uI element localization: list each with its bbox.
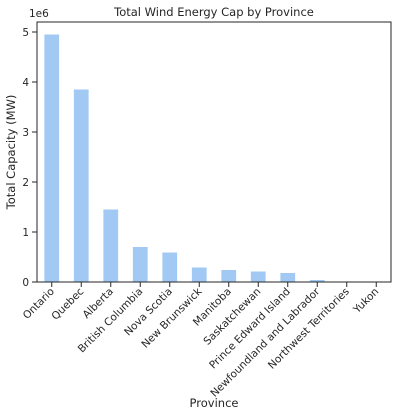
bars-group	[44, 34, 384, 282]
y-axis-label: Total Capacity (MW)	[4, 95, 18, 211]
bar-9	[309, 280, 325, 282]
bar-2	[103, 209, 119, 282]
bar-3	[132, 247, 148, 282]
bar-6	[221, 270, 237, 282]
x-axis-label: Province	[190, 396, 239, 410]
axes-frame	[36, 21, 392, 283]
y-tick-label-0: 0	[22, 277, 29, 289]
x-tick-label-1: Quebec	[49, 285, 86, 322]
bar-7	[250, 271, 266, 282]
y-axis-offset-label: 1e6	[29, 8, 49, 20]
bar-1	[73, 89, 89, 282]
plot-frame	[36, 21, 392, 283]
y-ticks-group: 0 1 2 3 4 5	[22, 27, 37, 289]
y-tick-label-4: 4	[22, 77, 29, 89]
bar-4	[162, 252, 178, 282]
bar-0	[44, 34, 60, 282]
bar-5	[191, 267, 207, 282]
y-tick-label-5: 5	[22, 27, 29, 39]
y-tick-label-3: 3	[22, 127, 29, 139]
x-tick-label-11: Yukon	[351, 286, 382, 317]
bar-8	[280, 273, 296, 282]
y-tick-label-1: 1	[22, 227, 29, 239]
y-tick-label-2: 2	[22, 177, 29, 189]
chart-title: Total Wind Energy Cap by Province	[113, 5, 314, 19]
